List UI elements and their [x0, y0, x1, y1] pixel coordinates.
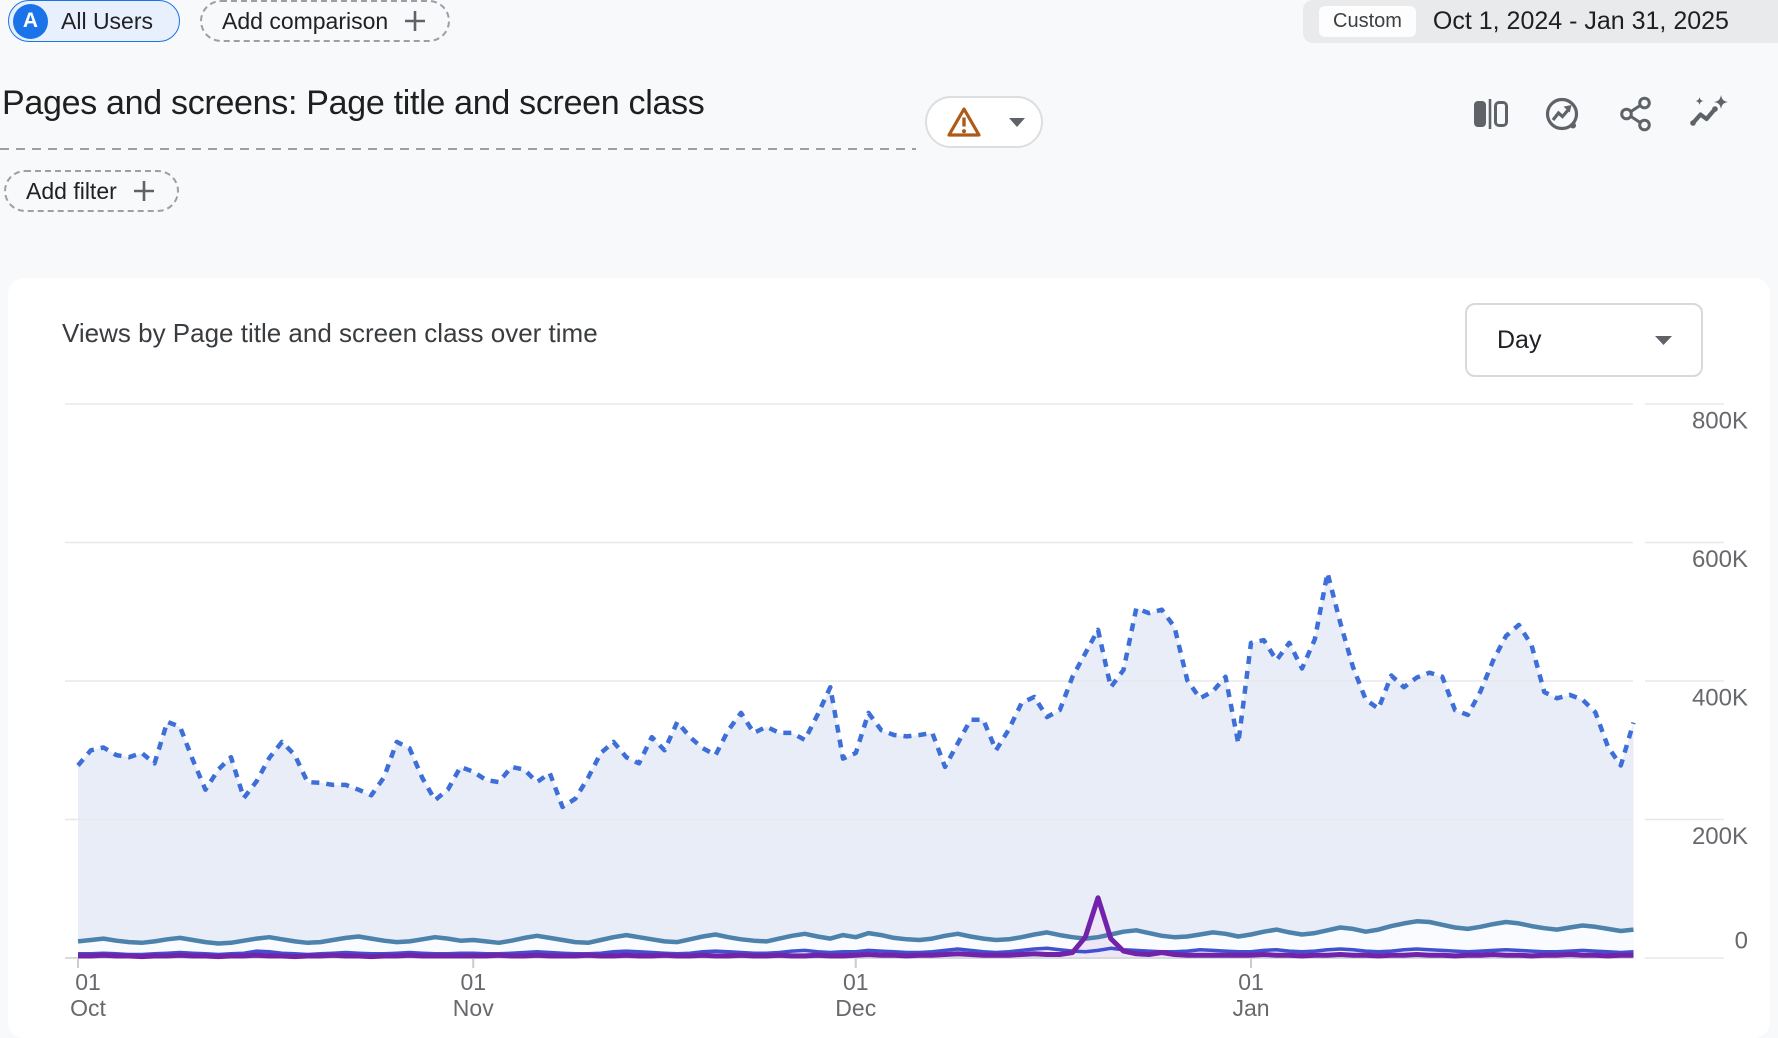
avatar: A	[13, 3, 48, 39]
series-line-4	[78, 895, 1634, 960]
add-comparison-button[interactable]: Add comparison	[200, 0, 451, 42]
insights-button[interactable]	[1540, 92, 1584, 136]
y-axis-label: 200K	[1692, 823, 1748, 850]
series-fill-1	[78, 573, 1634, 958]
share-icon	[1620, 96, 1651, 132]
timeseries-chart: 0 200K 400K 600K 800K 01 Oct 01 Nov 01 Dec 01 Jan	[8, 390, 1770, 1026]
chart-title: Views by Page title and screen class ove…	[62, 318, 598, 348]
granularity-value: Day	[1497, 325, 1542, 354]
x-axis-label-day: 01	[75, 969, 101, 995]
series-fill-2	[78, 921, 1634, 958]
x-axis-label-day: 01	[843, 969, 869, 995]
y-axis-label: 400K	[1692, 685, 1748, 712]
page-title-underline	[0, 148, 916, 150]
report-card: Views by Page title and screen class ove…	[8, 278, 1770, 1038]
date-range-picker[interactable]: Custom Oct 1, 2024 - Jan 31, 2025	[1303, 0, 1778, 43]
add-filter-label: Add filter	[26, 177, 117, 204]
plus-icon	[405, 11, 426, 31]
audience-chip-label: All Users	[61, 7, 154, 34]
x-axis-label-month: Nov	[453, 995, 494, 1021]
series-line-1	[76, 570, 1636, 810]
x-axis-label-month: Dec	[835, 995, 876, 1021]
sparkline-insights-button[interactable]	[1686, 92, 1730, 136]
x-axis-label-day: 01	[460, 969, 486, 995]
caret-down-icon	[1009, 117, 1025, 127]
caret-down-icon	[1655, 335, 1672, 345]
add-comparison-label: Add comparison	[222, 7, 389, 34]
warning-icon	[947, 107, 981, 137]
series-line-2	[77, 919, 1634, 946]
data-quality-badge[interactable]	[925, 96, 1043, 148]
page-title: Pages and screens: Page title and screen…	[2, 84, 705, 122]
ab-comparison-button[interactable]	[1468, 92, 1512, 136]
x-axis-label-month: Jan	[1232, 995, 1269, 1021]
share-button[interactable]	[1614, 92, 1658, 136]
add-filter-button[interactable]: Add filter	[4, 170, 179, 212]
date-range-text: Oct 1, 2024 - Jan 31, 2025	[1432, 7, 1729, 35]
y-axis-label: 0	[1735, 928, 1748, 955]
plus-icon	[133, 181, 154, 201]
y-axis-label: 600K	[1692, 546, 1748, 573]
x-axis-label-month: Oct	[70, 995, 106, 1021]
insights-circle-icon	[1545, 97, 1579, 131]
x-axis-label-day: 01	[1238, 969, 1264, 995]
sparkline-insights-icon	[1690, 95, 1728, 126]
y-axis-label: 800K	[1692, 408, 1748, 435]
audience-chip[interactable]: A All Users	[8, 0, 181, 42]
date-preset-badge: Custom	[1319, 6, 1416, 37]
ab-comparison-icon	[1474, 99, 1508, 129]
granularity-select[interactable]: Day	[1465, 303, 1703, 377]
